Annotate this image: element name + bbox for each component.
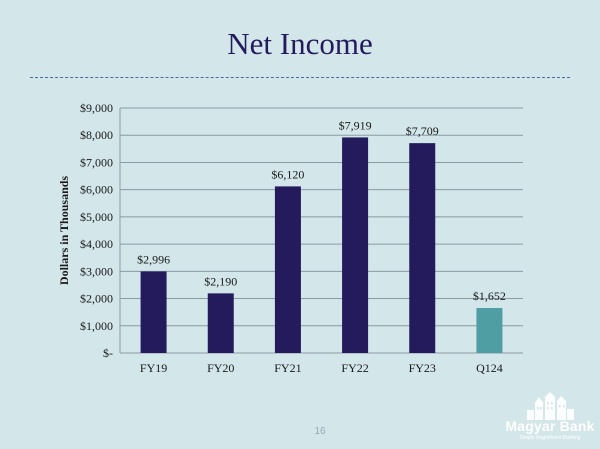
bank-logo: Magyar Bank Simply Magnificent Banking — [505, 392, 595, 446]
x-tick-label: FY22 — [341, 361, 368, 375]
logo-name: Magyar Bank — [505, 418, 595, 434]
data-label: $2,996 — [137, 252, 170, 266]
data-label: $7,919 — [339, 118, 372, 132]
bar — [409, 143, 436, 353]
slide-title: Net Income — [227, 26, 373, 61]
bar — [476, 308, 503, 353]
y-tick-label: $9,000 — [80, 101, 113, 115]
x-tick-label: FY20 — [207, 361, 234, 375]
y-tick-label: $8,000 — [80, 128, 113, 142]
x-tick-label: FY21 — [274, 361, 301, 375]
x-tick-label: FY19 — [140, 361, 167, 375]
data-label: $6,120 — [271, 167, 304, 181]
title-divider — [30, 77, 570, 78]
building-skyline-icon — [527, 392, 574, 420]
y-tick-label: $6,000 — [80, 183, 113, 197]
bar — [207, 293, 234, 353]
data-label: $7,709 — [406, 124, 439, 138]
bar — [274, 186, 301, 353]
y-axis-title: Dollars in Thousands — [57, 176, 71, 285]
logo-tagline: Simply Magnificent Banking — [519, 435, 581, 441]
y-tick-label: $2,000 — [80, 292, 113, 306]
y-tick-label: $3,000 — [80, 264, 113, 278]
y-tick-label: $7,000 — [80, 155, 113, 169]
data-label: $2,190 — [204, 274, 237, 288]
y-tick-label: $5,000 — [80, 210, 113, 224]
x-tick-label: Q124 — [476, 361, 503, 375]
page-number: 16 — [314, 426, 326, 437]
bar — [342, 137, 369, 353]
y-tick-label: $4,000 — [80, 237, 113, 251]
y-tick-label: $- — [103, 346, 113, 360]
bar — [140, 271, 167, 353]
x-tick-label: FY23 — [409, 361, 436, 375]
y-tick-label: $1,000 — [80, 319, 113, 333]
data-label: $1,652 — [473, 289, 506, 303]
